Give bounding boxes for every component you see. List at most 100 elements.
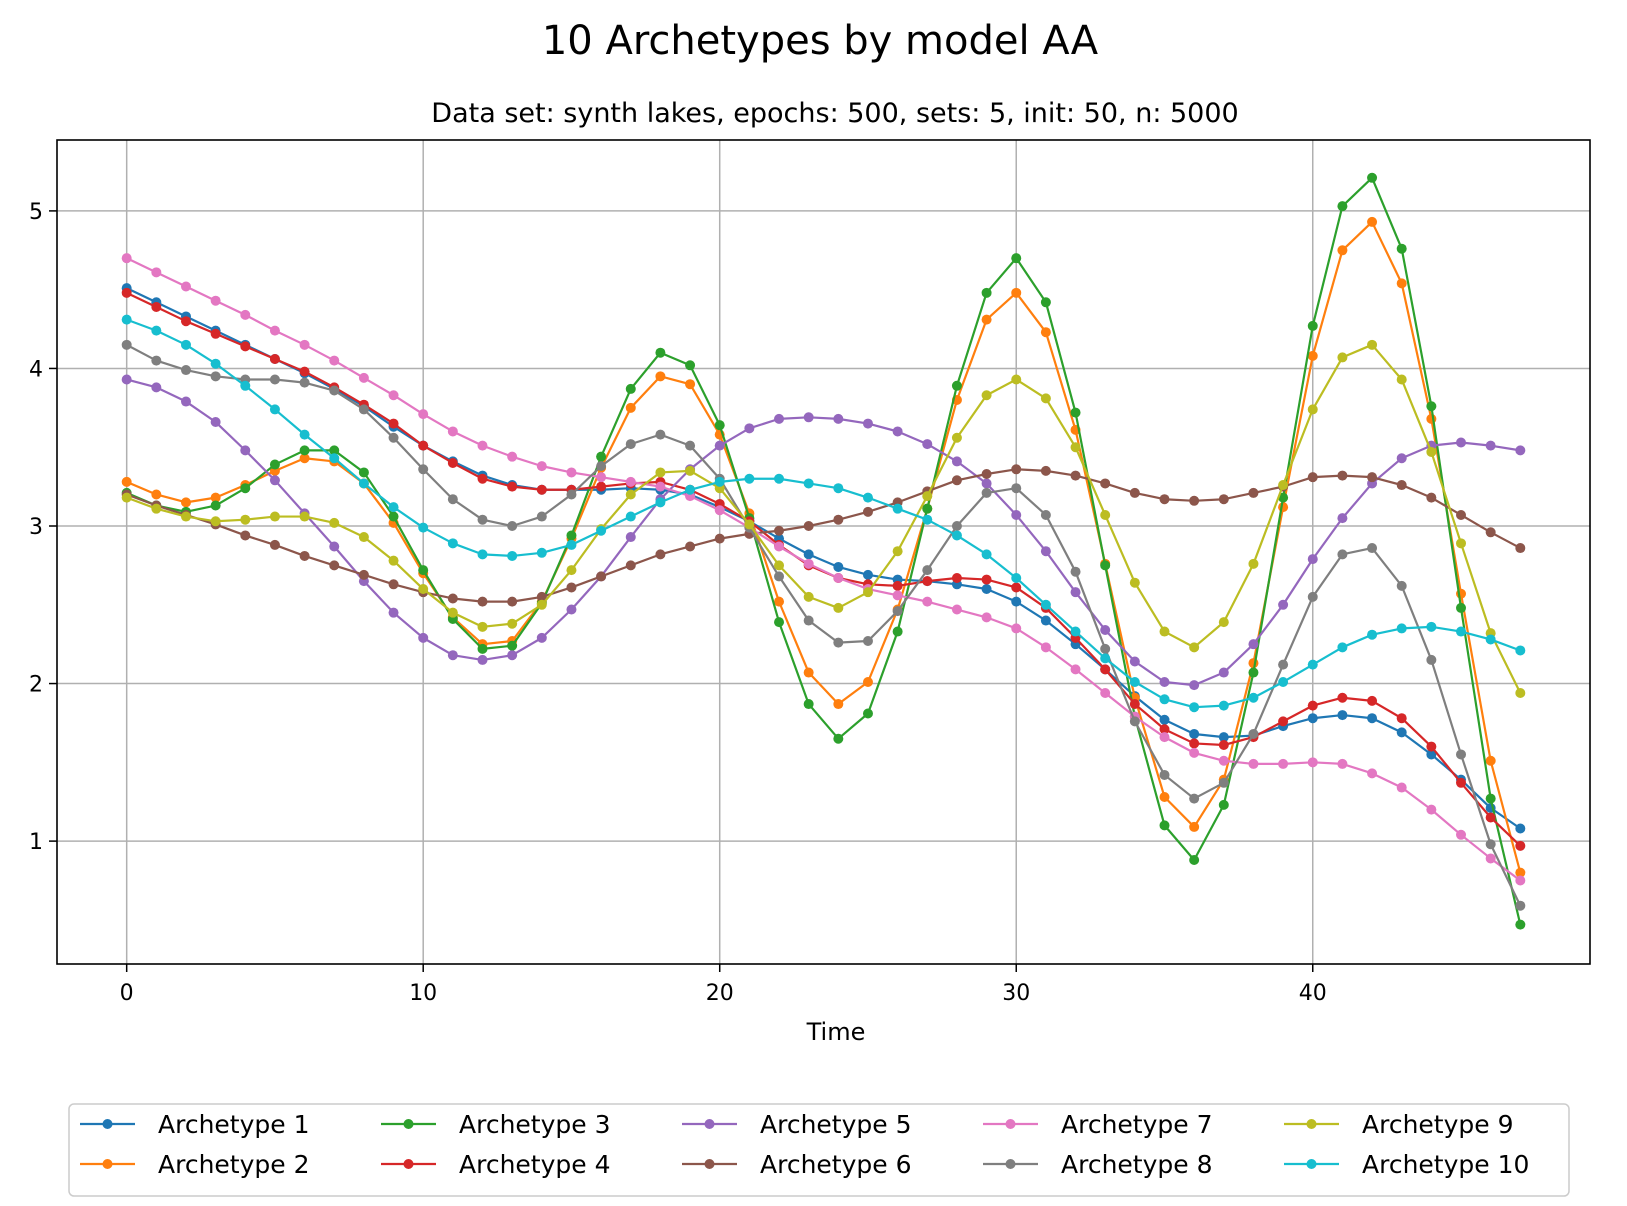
data-point bbox=[1456, 749, 1467, 760]
data-point bbox=[803, 667, 814, 678]
data-point bbox=[1307, 757, 1318, 768]
data-point bbox=[1011, 253, 1022, 264]
data-point bbox=[1337, 201, 1348, 212]
y-tick-label: 1 bbox=[29, 830, 43, 855]
data-point bbox=[477, 643, 488, 654]
data-point bbox=[210, 371, 221, 382]
data-point bbox=[477, 621, 488, 632]
data-point bbox=[1337, 513, 1348, 524]
data-point bbox=[833, 413, 844, 424]
data-point bbox=[1456, 829, 1467, 840]
data-point bbox=[922, 565, 933, 576]
data-point bbox=[596, 451, 607, 462]
data-point bbox=[744, 473, 755, 484]
data-point bbox=[269, 459, 280, 470]
data-point bbox=[596, 571, 607, 582]
data-point bbox=[536, 547, 547, 558]
legend-label: Archetype 1 bbox=[158, 1110, 310, 1139]
data-point bbox=[1426, 804, 1437, 815]
data-point bbox=[803, 521, 814, 531]
data-point bbox=[981, 287, 992, 298]
data-point bbox=[507, 618, 518, 629]
legend-marker bbox=[1005, 1159, 1016, 1169]
data-point bbox=[329, 385, 340, 396]
data-point bbox=[625, 476, 636, 487]
data-point bbox=[1426, 654, 1437, 665]
data-point bbox=[358, 478, 369, 489]
data-point bbox=[862, 587, 873, 598]
data-point bbox=[596, 461, 607, 472]
legend-marker bbox=[102, 1119, 113, 1129]
data-point bbox=[981, 478, 992, 489]
data-point bbox=[1337, 692, 1348, 703]
data-point bbox=[1159, 732, 1170, 743]
data-point bbox=[1100, 624, 1111, 635]
data-point bbox=[210, 500, 221, 511]
data-point bbox=[1100, 478, 1111, 489]
data-point bbox=[1040, 599, 1051, 610]
data-point bbox=[1218, 777, 1229, 788]
data-point bbox=[625, 511, 636, 522]
data-point bbox=[1337, 470, 1348, 481]
data-point bbox=[1367, 713, 1378, 724]
data-point bbox=[180, 365, 191, 376]
data-point bbox=[1040, 465, 1051, 476]
data-point bbox=[536, 591, 547, 602]
data-point bbox=[1159, 769, 1170, 780]
data-point bbox=[1426, 741, 1437, 752]
data-point bbox=[1218, 700, 1229, 711]
data-point bbox=[1337, 642, 1348, 653]
series-line bbox=[126, 318, 1521, 709]
data-point bbox=[803, 615, 814, 626]
data-point bbox=[892, 426, 903, 437]
data-point bbox=[1248, 487, 1259, 498]
data-point bbox=[714, 505, 725, 516]
data-point bbox=[1485, 527, 1496, 538]
data-point bbox=[358, 372, 369, 383]
data-point bbox=[1011, 582, 1022, 593]
data-point bbox=[1218, 494, 1229, 505]
data-point bbox=[1456, 602, 1467, 613]
data-point bbox=[1396, 278, 1407, 289]
data-point bbox=[151, 267, 162, 278]
legend-entry: Archetype 2 bbox=[80, 1150, 310, 1179]
data-point bbox=[685, 379, 696, 390]
legend: Archetype 1 Archetype 2 Archetype 3 Archety… bbox=[68, 1103, 1570, 1197]
plot-series bbox=[121, 172, 1526, 930]
data-point bbox=[1189, 747, 1200, 758]
data-point bbox=[625, 383, 636, 394]
data-point bbox=[1485, 755, 1496, 766]
legend-label: Archetype 10 bbox=[1362, 1150, 1529, 1179]
data-point bbox=[180, 339, 191, 350]
data-point bbox=[1485, 793, 1496, 804]
data-point bbox=[388, 579, 399, 590]
data-point bbox=[240, 309, 251, 320]
data-point bbox=[477, 440, 488, 451]
data-point bbox=[1189, 495, 1200, 506]
data-point bbox=[1426, 446, 1437, 457]
legend-entry: Archetype 7 bbox=[983, 1110, 1213, 1139]
data-point bbox=[1040, 509, 1051, 520]
data-point bbox=[566, 565, 577, 576]
data-point bbox=[892, 546, 903, 557]
data-point bbox=[1040, 615, 1051, 626]
data-point bbox=[1159, 820, 1170, 831]
data-point bbox=[1396, 782, 1407, 793]
data-point bbox=[803, 549, 814, 560]
data-point bbox=[1515, 875, 1526, 886]
data-point bbox=[1189, 738, 1200, 749]
data-point bbox=[240, 530, 251, 541]
data-point bbox=[862, 676, 873, 687]
legend-marker bbox=[1306, 1119, 1317, 1129]
legend-label: Archetype 6 bbox=[760, 1150, 912, 1179]
data-point bbox=[744, 519, 755, 530]
data-point bbox=[388, 555, 399, 566]
data-point bbox=[358, 404, 369, 415]
data-point bbox=[566, 539, 577, 550]
data-point bbox=[1307, 404, 1318, 415]
data-point bbox=[685, 465, 696, 476]
data-point bbox=[1485, 853, 1496, 864]
data-point bbox=[566, 467, 577, 478]
data-point bbox=[862, 708, 873, 719]
data-point bbox=[1278, 599, 1289, 610]
